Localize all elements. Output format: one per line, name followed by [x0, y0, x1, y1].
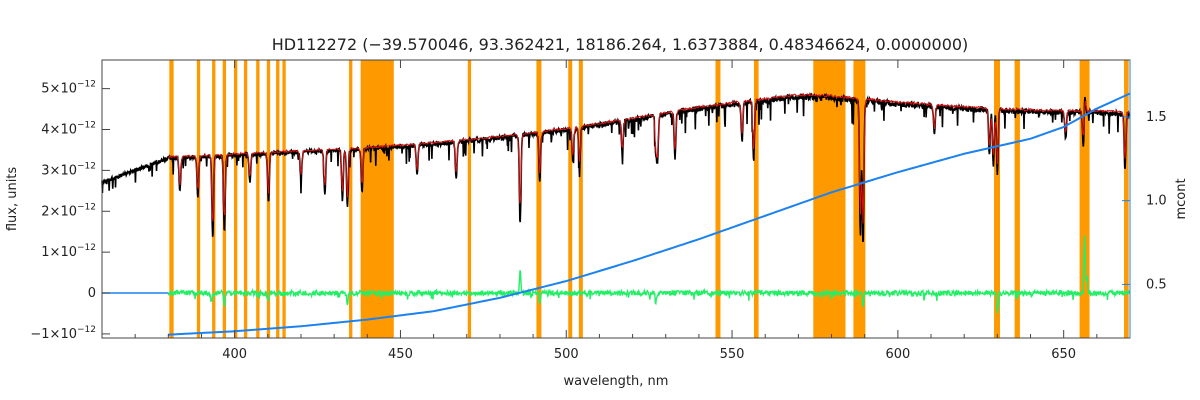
y-left-tick-label: 4×10−12 [41, 121, 96, 138]
model-fit-line [168, 92, 1131, 224]
masked-region [222, 60, 227, 338]
masked-region [169, 60, 174, 338]
masked-region [753, 60, 759, 338]
y-left-tick-label: −1×10−12 [30, 325, 96, 342]
y-left-tick-mantissa: 4×10 [41, 123, 77, 138]
y-left-tick-mantissa: −1×10 [30, 327, 77, 342]
masked-region [467, 60, 472, 338]
y-axis-title-right: mcont [1174, 178, 1189, 219]
y-left-tick-label: 2×10−12 [41, 202, 96, 219]
masked-region [256, 60, 260, 338]
x-tick-label: 450 [388, 347, 413, 362]
y-left-tick-exponent: −12 [77, 80, 96, 90]
y-left-tick-mantissa: 0 [88, 286, 96, 301]
continuum-line [168, 92, 1131, 336]
y-left-tick-exponent: −12 [77, 161, 96, 171]
y-left-tick-exponent: −12 [77, 325, 96, 335]
y-left-tick-mantissa: 3×10 [41, 163, 77, 178]
x-tick-label: 550 [720, 347, 745, 362]
y-left-tick-mantissa: 5×10 [41, 82, 77, 97]
masked-region [536, 60, 542, 338]
y-right-tick-label: 1.0 [1146, 194, 1167, 209]
x-tick-label: 650 [1051, 347, 1076, 362]
y-left-tick-label: 3×10−12 [41, 161, 96, 178]
y-right-tick-label: 0.5 [1146, 277, 1167, 292]
x-tick-label: 400 [222, 347, 247, 362]
masked-region [1014, 60, 1020, 338]
masked-region [578, 60, 583, 338]
x-tick-label: 600 [885, 347, 910, 362]
masked-region [568, 60, 573, 338]
masked-region [243, 60, 248, 338]
y-left-tick-label: 1×10−12 [41, 243, 96, 260]
y-left-tick-exponent: −12 [77, 243, 96, 253]
masked-region [282, 60, 286, 338]
masked-region [1124, 60, 1129, 338]
x-axis-title: wavelength, nm [564, 374, 669, 389]
masked-region [233, 60, 238, 338]
tick-marks: 400 450 500 550 600 650−1×10−1201×10−122×10−1… [30, 60, 1167, 362]
y-left-tick-label: 5×10−12 [41, 80, 96, 97]
masked-region [276, 60, 280, 338]
series-layer [101, 91, 1131, 336]
y-left-tick-mantissa: 1×10 [41, 245, 77, 260]
masked-region [196, 60, 201, 338]
residuals-line [167, 235, 1131, 314]
y-left-tick-exponent: −12 [77, 121, 96, 131]
y-left-tick-exponent: −12 [77, 202, 96, 212]
y-left-tick-label: 0 [88, 286, 96, 301]
masked-region [1079, 60, 1090, 338]
masked-region [994, 60, 1001, 338]
x-tick-label: 500 [554, 347, 579, 362]
y-left-tick-mantissa: 2×10 [41, 204, 77, 219]
masked-region [715, 60, 721, 338]
chart-title: HD112272 (−39.570046, 93.362421, 18186.2… [272, 35, 969, 54]
masked-region [349, 60, 353, 338]
y-axis-title-left: flux, units [5, 167, 20, 232]
y-right-tick-label: 1.5 [1146, 110, 1167, 125]
observed-spectrum-line [101, 91, 1131, 243]
